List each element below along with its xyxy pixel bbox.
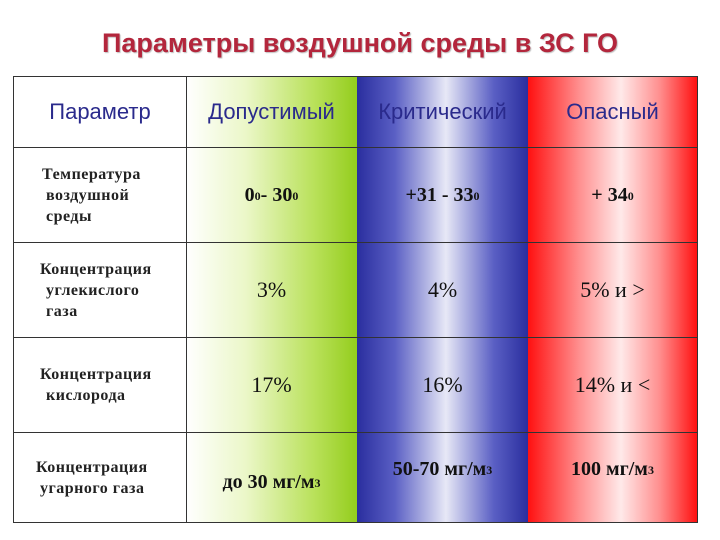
row-label-line: Концентрация [40, 366, 152, 383]
value-text: + 34 [591, 184, 628, 206]
header-dangerous: Опасный [566, 99, 659, 124]
value-text: +31 - 33 [405, 184, 474, 206]
column-critical [357, 77, 528, 522]
value-text: 50-70 мг/м [392, 458, 487, 480]
value-text: 0 [244, 184, 255, 206]
row-label-line: кислорода [46, 387, 126, 404]
value-dangerous-carbon-dioxide: 5% и > [580, 277, 645, 302]
divider [14, 337, 697, 338]
value-dangerous-carbon-monoxide: 100 мг/м 3 [571, 458, 654, 480]
divider [14, 432, 697, 433]
divider [186, 77, 187, 522]
divider [14, 242, 697, 243]
row-label-line: газа [46, 302, 78, 320]
column-dangerous [528, 77, 697, 522]
value-allowable-carbon-monoxide: до 30 мг/м 3 [222, 471, 321, 493]
row-label-line: Концентрация [36, 458, 148, 476]
header-critical: Критический [378, 99, 507, 124]
row-label-temperature: Температура воздушной среды [14, 149, 186, 242]
row-label-carbon-dioxide: Концентрация углекислого газа [14, 243, 186, 337]
page-title: Параметры воздушной среды в ЗС ГО [101, 28, 619, 58]
value-text: 100 мг/м [571, 458, 648, 480]
row-label-carbon-monoxide: Концентрация угарного газа [14, 433, 186, 522]
value-text: до 30 мг/м [222, 471, 315, 493]
header-allowable: Допустимый [208, 99, 335, 124]
parameters-table: Параметр Допустимый Критический Опасный … [13, 76, 698, 523]
value-critical-oxygen: 16% [422, 372, 463, 397]
value-critical-carbon-monoxide: 50-70 мг/м 3 [392, 458, 493, 480]
value-critical-temperature: +31 - 33 0 [405, 184, 480, 206]
value-dangerous-temperature: + 34 0 [591, 184, 634, 206]
row-label-line: Концентрация [40, 260, 152, 278]
row-label-line: углекислого [46, 281, 140, 299]
row-label-line: воздушной [46, 187, 130, 204]
value-critical-carbon-dioxide: 4% [427, 277, 458, 302]
row-label-oxygen: Концентрация кислорода [14, 338, 186, 432]
row-label-line: угарного газа [40, 479, 145, 497]
row-label-line: среды [46, 208, 92, 225]
divider [14, 147, 697, 148]
value-text: - 30 [260, 184, 293, 206]
column-parameter [14, 77, 186, 522]
value-allowable-oxygen: 17% [251, 372, 292, 397]
value-dangerous-oxygen: 14% и < [574, 372, 651, 397]
value-allowable-carbon-dioxide: 3% [256, 277, 287, 302]
row-label-line: Температура [42, 166, 141, 183]
column-allowable [186, 77, 357, 522]
header-parameter: Параметр [49, 99, 151, 124]
